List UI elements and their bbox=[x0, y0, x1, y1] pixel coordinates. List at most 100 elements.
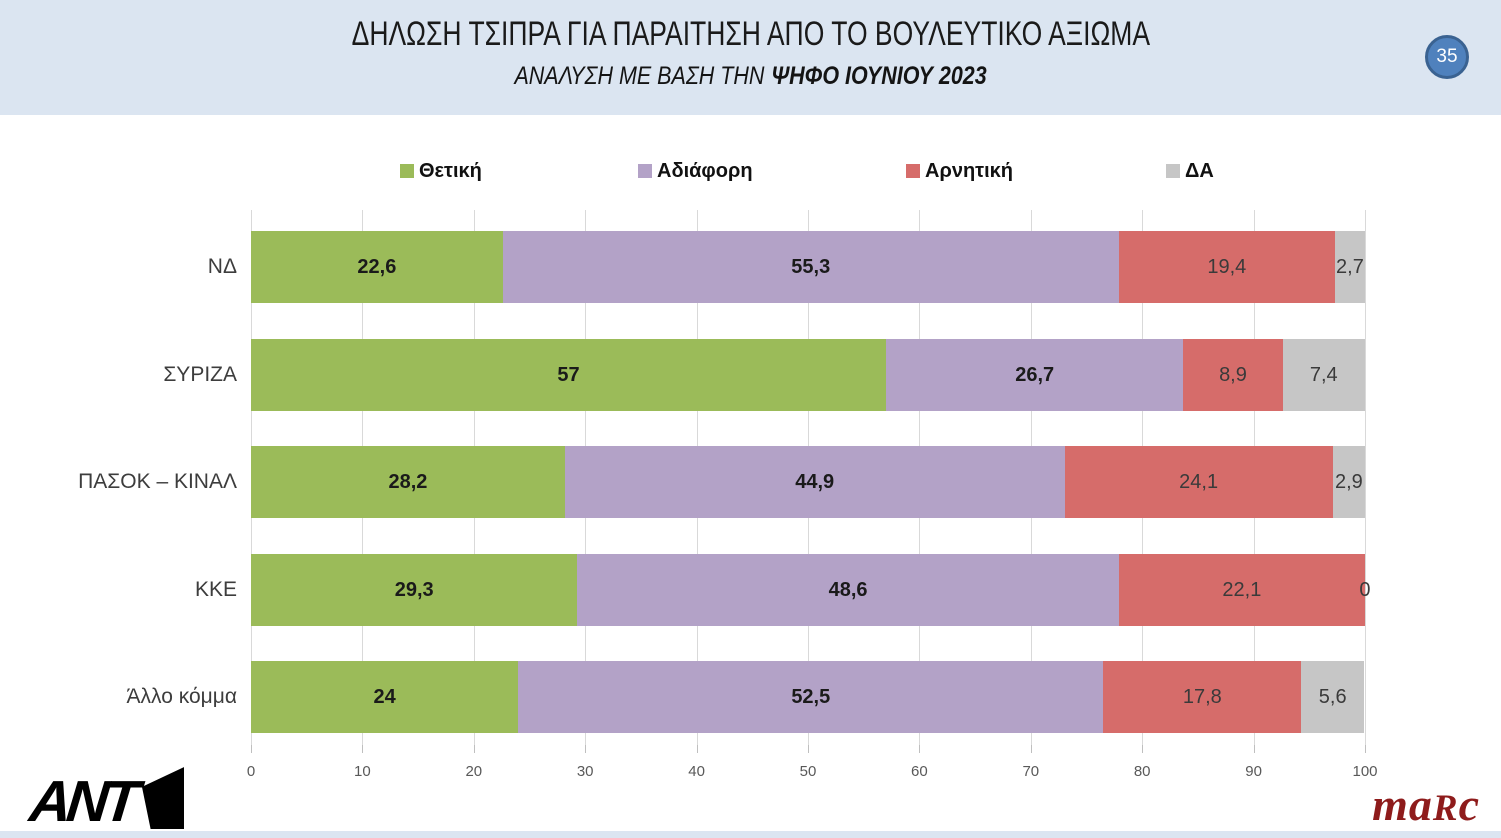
x-axis-tick-label: 60 bbox=[911, 763, 928, 780]
bar-segment: 17,8 bbox=[1103, 661, 1302, 733]
x-axis-tick-label: 80 bbox=[1133, 763, 1151, 780]
segment-value-label: 17,8 bbox=[1182, 685, 1222, 708]
x-axis-tick-label: 40 bbox=[688, 763, 705, 780]
bar-row: 24 52,5 17,8 5,6 bbox=[251, 661, 1365, 733]
legend: Θετική Αδιάφορη Αρνητική ΔΑ bbox=[0, 160, 1501, 188]
subtitle-prefix: ΑΝΑΛΥΣΗ ΜΕ ΒΑΣΗ ΤΗΝ bbox=[514, 62, 765, 90]
x-axis-tick-label: 10 bbox=[354, 763, 371, 780]
page-subtitle-text: ΑΝΑΛΥΣΗ ΜΕ ΒΑΣΗ ΤΗΝ ΨΗΦΟ ΙΟΥΝΙΟΥ 2023 bbox=[514, 62, 986, 91]
bar-segment: 2,7 bbox=[1334, 231, 1365, 303]
bar-segment: 48,6 bbox=[577, 554, 1119, 626]
category-label: ΣΥΡΙΖΑ bbox=[163, 363, 237, 386]
bar-segment: 8,9 bbox=[1183, 339, 1283, 411]
bar-row: 22,6 55,3 19,4 2,7 bbox=[251, 231, 1365, 303]
x-axis-tick-label: 100 bbox=[1352, 763, 1378, 780]
bar-segment: 44,9 bbox=[564, 446, 1065, 518]
subtitle-emphasis: ΨΗΦΟ ΙΟΥΝΙΟΥ 2023 bbox=[771, 62, 987, 90]
x-axis-tick bbox=[808, 745, 809, 753]
x-axis-tick bbox=[362, 745, 364, 753]
segment-value-label: 48,6 bbox=[828, 578, 868, 601]
segment-value-label: 28,2 bbox=[388, 470, 428, 493]
legend-swatch bbox=[1166, 163, 1180, 178]
segment-value-label: 2,7 bbox=[1336, 255, 1364, 278]
segment-value-label: 0 bbox=[1359, 578, 1371, 601]
bar-segment: 52,5 bbox=[518, 661, 1104, 733]
segment-value-label: 52,5 bbox=[791, 685, 831, 708]
x-axis-tick-label: 0 bbox=[246, 763, 256, 780]
legend-label: Θετική bbox=[419, 160, 482, 182]
page-subtitle: ΑΝΑΛΥΣΗ ΜΕ ΒΑΣΗ ΤΗΝ ΨΗΦΟ ΙΟΥΝΙΟΥ 2023 bbox=[0, 62, 1501, 91]
x-axis-tick bbox=[1142, 745, 1144, 753]
bar-segment: 24 bbox=[251, 661, 519, 733]
legend-swatch bbox=[400, 163, 414, 178]
legend-item: ΔΑ bbox=[1166, 160, 1214, 183]
legend-swatch bbox=[638, 163, 652, 178]
slide-number-badge: 35 bbox=[1425, 35, 1469, 79]
segment-value-label: 55,3 bbox=[791, 255, 831, 278]
x-axis-tick bbox=[1253, 745, 1255, 753]
legend-label: Αρνητική bbox=[925, 160, 1014, 182]
bar-segment: 29,3 bbox=[251, 554, 578, 626]
bar-row: 57 26,7 8,9 7,4 bbox=[251, 339, 1365, 411]
legend-swatch bbox=[906, 163, 920, 178]
bar-segment: 24,1 bbox=[1064, 446, 1333, 518]
bar-segment: 26,7 bbox=[885, 339, 1184, 411]
header: ΔΗΛΩΣΗ ΤΣΙΠΡΑ ΓΙΑ ΠΑΡΑΙΤΗΣΗ ΑΠΟ ΤΟ ΒΟΥΛΕ… bbox=[0, 0, 1501, 115]
x-axis-tick bbox=[919, 745, 921, 753]
x-axis-tick bbox=[1365, 745, 1366, 753]
bar-row: 29,3 48,6 22,1 0 bbox=[251, 554, 1371, 626]
bar-segment: 22,1 bbox=[1118, 554, 1365, 626]
segment-value-label: 19,4 bbox=[1207, 255, 1247, 278]
x-axis-tick bbox=[251, 745, 252, 753]
x-axis-tick bbox=[1030, 745, 1032, 753]
segment-value-label: 57 bbox=[557, 363, 580, 386]
bar-segment: 7,4 bbox=[1282, 339, 1365, 411]
category-label: ΝΔ bbox=[207, 255, 237, 278]
bar-segment: 28,2 bbox=[251, 446, 565, 518]
page-title-text: ΔΗΛΩΣΗ ΤΣΙΠΡΑ ΓΙΑ ΠΑΡΑΙΤΗΣΗ ΑΠΟ ΤΟ ΒΟΥΛΕ… bbox=[351, 15, 1150, 53]
segment-value-label: 7,4 bbox=[1309, 363, 1338, 386]
segment-value-label: 24 bbox=[373, 685, 396, 708]
ant1-logo: ANT1 bbox=[26, 767, 185, 834]
legend-item: Θετική bbox=[400, 160, 482, 183]
segment-value-label: 22,1 bbox=[1222, 578, 1262, 601]
segment-value-label: 24,1 bbox=[1179, 470, 1219, 493]
marc-logo-c: c bbox=[1458, 779, 1480, 830]
x-axis-tick bbox=[473, 745, 475, 753]
bar-segment: 5,6 bbox=[1301, 661, 1364, 733]
ant1-logo-letters: ANT bbox=[26, 768, 138, 834]
bar-segment: 55,3 bbox=[502, 231, 1119, 303]
category-label: ΠΑΣΟΚ – ΚΙΝΑΛ bbox=[78, 470, 237, 493]
bar-segment: 19,4 bbox=[1118, 231, 1335, 303]
legend-item: Αρνητική bbox=[906, 160, 1013, 183]
bar-row: 28,2 44,9 24,1 2,9 bbox=[251, 446, 1365, 518]
marc-logo-r: R bbox=[1432, 788, 1459, 829]
ant1-logo-digit: 1 bbox=[141, 767, 185, 829]
segment-value-label: 22,6 bbox=[357, 255, 397, 278]
x-axis-tick-label: 30 bbox=[576, 763, 594, 780]
x-axis-tick-label: 90 bbox=[1245, 763, 1262, 780]
marc-logo-ma: ma bbox=[1372, 779, 1433, 830]
marc-logo: maRc bbox=[1372, 782, 1480, 828]
legend-label: ΔΑ bbox=[1185, 160, 1214, 182]
x-axis-tick-label: 50 bbox=[799, 763, 817, 780]
plot-area: 0 10 20 30 40 50 60 70 80 90 100 22,6 55,3 19,4 2,7 ΝΔ 5… bbox=[78, 210, 1378, 780]
x-axis-tick-label: 70 bbox=[1022, 763, 1040, 780]
segment-value-label: 8,9 bbox=[1219, 363, 1247, 386]
bar-segment: 2,9 bbox=[1332, 446, 1365, 518]
x-axis-tick-label: 20 bbox=[465, 763, 483, 780]
page-title: ΔΗΛΩΣΗ ΤΣΙΠΡΑ ΓΙΑ ΠΑΡΑΙΤΗΣΗ ΑΠΟ ΤΟ ΒΟΥΛΕ… bbox=[0, 15, 1501, 54]
x-axis-tick bbox=[585, 745, 587, 753]
legend-item: Αδιάφορη bbox=[638, 160, 753, 183]
category-label: ΚΚΕ bbox=[194, 578, 237, 601]
gridline bbox=[1365, 210, 1366, 745]
segment-value-label: 2,9 bbox=[1334, 470, 1363, 493]
segment-value-label: 26,7 bbox=[1015, 363, 1055, 386]
segment-value-label: 44,9 bbox=[795, 470, 835, 493]
bar-segment: 57 bbox=[251, 339, 886, 411]
segment-value-label: 29,3 bbox=[394, 578, 434, 601]
bar-segment: 22,6 bbox=[251, 231, 503, 303]
x-axis-tick bbox=[696, 745, 698, 753]
legend-label: Αδιάφορη bbox=[657, 160, 753, 182]
